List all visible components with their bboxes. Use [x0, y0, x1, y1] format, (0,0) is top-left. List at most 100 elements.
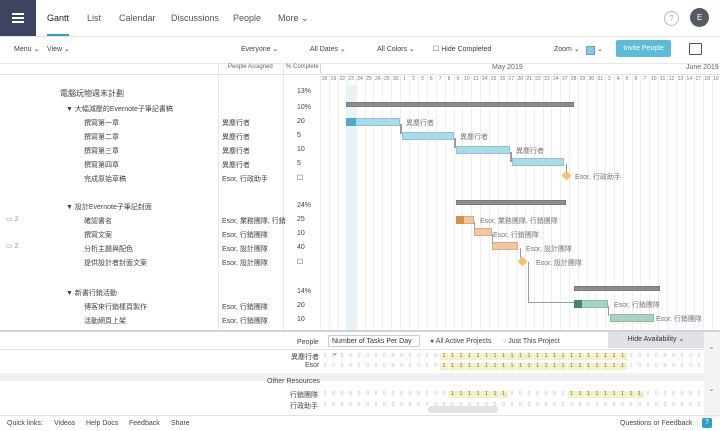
workload-cell: 0	[604, 402, 607, 408]
task-name[interactable]: 撰寫第四章	[84, 162, 119, 169]
milestone-diamond[interactable]	[517, 256, 528, 267]
metric-select[interactable]: Number of Tasks Per Day ⌄	[328, 335, 420, 357]
task-name[interactable]: 提供設計者封面文案	[84, 260, 147, 267]
workload-cell: 0	[340, 353, 344, 359]
share-link[interactable]: Share	[171, 420, 190, 427]
percent-complete[interactable]: 10	[297, 146, 305, 153]
assigned-people[interactable]: Esor, 設計團隊	[222, 260, 268, 267]
task-bar[interactable]	[456, 146, 510, 154]
percent-complete[interactable]: 20	[297, 118, 305, 125]
assigned-people[interactable]: 異塵行者	[222, 134, 250, 141]
task-name[interactable]: 撰寫文案	[84, 232, 112, 239]
percent-complete[interactable]: 20	[297, 302, 305, 309]
day-label: 1	[403, 76, 406, 82]
assigned-people[interactable]: Esor, 行政助手	[222, 176, 268, 183]
workload-cell: 1	[559, 353, 567, 360]
percent-complete[interactable]: 10%	[297, 104, 312, 111]
all-colors-filter[interactable]: All Colors ⌄	[377, 46, 415, 53]
horizontal-scrollbar[interactable]	[428, 406, 498, 413]
all-active-projects-radio[interactable]: ● All Active Projects	[430, 338, 491, 345]
color-swatch-icon[interactable]	[586, 46, 595, 55]
assigned-people[interactable]: Esor, 設計團隊	[222, 246, 268, 253]
task-name[interactable]: 完成原始草稿	[84, 176, 126, 183]
workload-cell: 0	[595, 402, 599, 408]
day-gridline	[587, 74, 588, 330]
assigned-people[interactable]: 異塵行者	[222, 120, 250, 127]
task-name[interactable]: 分析主題與配色	[84, 246, 133, 253]
avatar[interactable]: E	[690, 8, 709, 27]
questions-link[interactable]: Questions or Feedback	[620, 420, 693, 427]
assigned-people[interactable]: Esor, 行銷團隊	[222, 232, 268, 239]
task-name[interactable]: 博客來行銷樣頁製作	[84, 304, 147, 311]
task-bar[interactable]	[492, 242, 518, 250]
assigned-people[interactable]: 異塵行者	[222, 148, 250, 155]
export-icon[interactable]	[689, 43, 702, 55]
workload-cell: 1	[610, 353, 618, 360]
task-bar[interactable]	[512, 158, 564, 166]
percent-complete[interactable]: 5	[297, 132, 301, 139]
workload-cell: 0	[544, 402, 548, 408]
comment-count[interactable]: ▭ 2	[6, 216, 19, 223]
chevron-up-icon[interactable]: ⌃	[708, 346, 715, 355]
percent-complete[interactable]: ☐	[297, 175, 304, 182]
task-name[interactable]: 確認書名	[84, 218, 112, 225]
zoom-dropdown[interactable]: Zoom ⌄	[554, 46, 580, 53]
hide-availability-button[interactable]: Hide Availability ⌄	[608, 332, 704, 348]
tab-gantt[interactable]: Gantt	[47, 0, 70, 36]
help-icon[interactable]: ?	[664, 11, 679, 26]
percent-complete[interactable]: 14%	[297, 288, 312, 295]
all-dates-filter[interactable]: All Dates ⌄	[310, 46, 346, 53]
percent-complete[interactable]: 10	[297, 316, 305, 323]
menu-dropdown[interactable]: Menu ⌄	[14, 46, 40, 53]
assigned-people[interactable]: 異塵行者	[222, 162, 250, 169]
tab-more[interactable]: More ⌄	[278, 0, 309, 36]
tab-list[interactable]: List	[87, 13, 102, 23]
percent-complete[interactable]: 24%	[297, 202, 312, 209]
task-bar[interactable]	[474, 228, 492, 236]
progress-fill	[574, 300, 582, 308]
summary-bar[interactable]	[456, 200, 566, 205]
vertical-scrollbar[interactable]: ⌃ ⌄	[704, 332, 720, 417]
assigned-people[interactable]: Esor, 業務團隊, 行銷	[222, 218, 286, 225]
percent-complete[interactable]: 40	[297, 244, 305, 251]
tab-calendar[interactable]: Calendar	[119, 13, 156, 23]
task-bar[interactable]	[402, 132, 454, 140]
chevron-down-icon[interactable]: ⌄	[597, 46, 603, 53]
comment-count[interactable]: ▭ 2	[6, 243, 19, 250]
hide-completed-checkbox[interactable]: ☐ Hide Completed	[433, 46, 492, 53]
task-name[interactable]: ▼ 大幅減壓的Evernote子筆記書稿	[66, 106, 173, 113]
percent-complete[interactable]: 25	[297, 216, 305, 223]
main-menu-button[interactable]	[0, 0, 36, 36]
tab-discussions[interactable]: Discussions	[171, 13, 220, 23]
chevron-down-icon[interactable]: ⌄	[708, 384, 715, 393]
assigned-people[interactable]: Esor, 行銷團隊	[222, 318, 268, 325]
workload-cell: 1	[550, 353, 559, 360]
task-name[interactable]: ▼ 設計Evernote子筆記封面	[66, 204, 152, 211]
percent-complete[interactable]: ☐	[297, 259, 304, 266]
task-name[interactable]: 電腦玩物週末計劃	[60, 89, 124, 98]
just-this-project-radio[interactable]: ○ Just This Project	[502, 338, 560, 345]
summary-bar[interactable]	[574, 286, 660, 291]
task-name[interactable]: 撰寫第一章	[84, 120, 119, 127]
task-name[interactable]: 撰寫第二章	[84, 134, 119, 141]
feedback-link[interactable]: Feedback	[129, 420, 160, 427]
summary-bar[interactable]	[346, 102, 574, 107]
tab-people[interactable]: People	[233, 13, 262, 23]
percent-complete[interactable]: 5	[297, 160, 301, 167]
videos-link[interactable]: Videos	[54, 420, 76, 427]
percent-complete[interactable]: 10	[297, 230, 305, 237]
invite-people-button[interactable]: Invite People	[616, 40, 671, 57]
task-name[interactable]: ▼ 新書行銷活動	[66, 290, 117, 297]
day-gridline	[391, 74, 393, 330]
percent-complete[interactable]: 13%	[297, 88, 312, 95]
view-dropdown[interactable]: View ⌄	[47, 46, 70, 53]
assigned-people[interactable]: Esor, 行銷團隊	[222, 304, 268, 311]
everyone-filter[interactable]: Everyone ⌄	[241, 46, 279, 53]
help-chat-icon[interactable]: ?	[702, 418, 712, 428]
task-name[interactable]: 活動網頁上架	[84, 318, 126, 325]
workload-cell: 0	[400, 363, 403, 369]
task-bar[interactable]	[610, 314, 654, 322]
task-name[interactable]: 撰寫第三章	[84, 148, 119, 155]
day-gridline	[684, 74, 686, 330]
help-docs-link[interactable]: Help Docs	[86, 420, 119, 427]
